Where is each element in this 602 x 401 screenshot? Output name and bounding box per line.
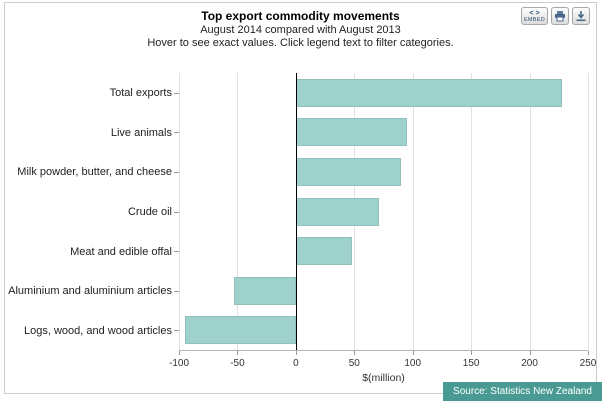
gridline (237, 73, 239, 350)
category-label[interactable]: Aluminium and aluminium articles (8, 285, 172, 298)
y-tick-mark (174, 290, 179, 292)
x-tick-label: 0 (293, 358, 299, 369)
y-tick-mark (174, 330, 179, 332)
print-button[interactable] (551, 7, 569, 25)
source-credit: Source: Statistics New Zealand (443, 382, 602, 401)
gridline (412, 73, 414, 350)
category-axis: Total exports Live animals Milk powder, bu… (5, 73, 179, 351)
y-tick-mark (174, 132, 179, 134)
embed-button[interactable]: < > EMBED (520, 7, 548, 25)
gridline (471, 73, 473, 350)
x-tick-mark (529, 351, 531, 355)
x-tick-label: 150 (462, 358, 480, 369)
x-tick-mark (354, 351, 356, 355)
x-tick-mark (237, 351, 239, 355)
y-tick-mark (174, 171, 179, 173)
x-tick-label: 100 (404, 358, 422, 369)
category-label[interactable]: Total exports (109, 86, 172, 99)
x-tick-mark (412, 351, 414, 355)
gridline (529, 73, 531, 350)
category-label[interactable]: Meat and edible offal (70, 245, 172, 258)
x-tick-label: -50 (230, 358, 245, 369)
print-icon (554, 10, 566, 22)
gridline (179, 73, 180, 350)
embed-label: EMBED (523, 16, 545, 23)
category-label[interactable]: Crude oil (127, 206, 172, 218)
y-tick-mark (174, 251, 179, 253)
bar[interactable] (295, 197, 379, 226)
category-label[interactable]: Live animals (110, 126, 172, 139)
plot-area: $(million) -100 -50 0 50 100 150 200 250 (169, 73, 596, 384)
zero-axis-line (295, 73, 297, 350)
x-tick-label: -100 (168, 358, 190, 369)
y-tick-mark (174, 92, 179, 94)
chart-subtitle: August 2014 compared with August 2013 (200, 24, 401, 36)
download-button[interactable] (572, 7, 590, 25)
y-tick-mark (174, 211, 179, 213)
bar[interactable] (184, 316, 296, 345)
chart-title: Top export commodity movements (201, 9, 400, 23)
bar[interactable] (233, 276, 296, 305)
x-tick-mark (471, 351, 473, 355)
x-tick-label: 50 (348, 358, 360, 369)
x-tick-label: 200 (521, 358, 538, 369)
gridline (588, 73, 589, 350)
category-label[interactable]: Milk powder, butter, and cheese (17, 166, 172, 179)
x-tick-mark (179, 351, 180, 355)
x-tick-mark (588, 351, 589, 355)
chart-header: Top export commodity movements August 20… (5, 9, 596, 50)
bar[interactable] (295, 157, 401, 186)
chart-hint: Hover to see exact values. Click legend … (147, 37, 454, 49)
bar[interactable] (295, 118, 407, 147)
x-tick-label: 250 (579, 358, 597, 369)
x-tick-mark (295, 351, 297, 355)
x-axis-title: $(million) (362, 372, 405, 384)
download-icon (575, 10, 587, 22)
category-label[interactable]: Logs, wood, and wood articles (24, 325, 172, 338)
chart-box: Top export commodity movements August 20… (4, 2, 597, 394)
chart-toolbar: < > EMBED (520, 7, 590, 25)
bar[interactable] (295, 237, 352, 266)
bar[interactable] (295, 78, 563, 107)
embed-symbol: < > (529, 9, 540, 17)
